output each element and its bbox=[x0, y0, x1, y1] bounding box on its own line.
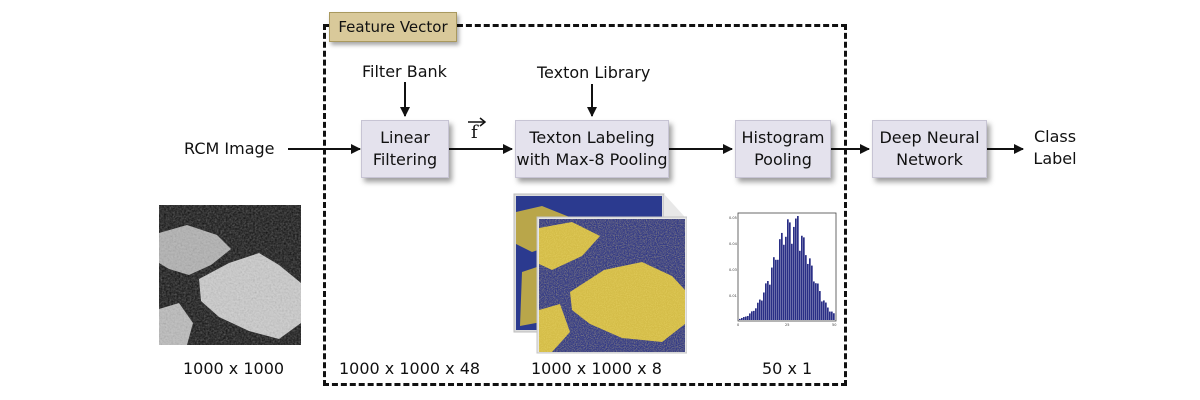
histogram-bar bbox=[779, 239, 781, 320]
histogram-bar bbox=[831, 311, 833, 320]
histogram-bar bbox=[763, 292, 765, 320]
histogram-bar bbox=[819, 291, 821, 320]
hist-x-tick: 0 bbox=[737, 323, 739, 327]
histogram-bar bbox=[793, 226, 795, 320]
histogram-bar bbox=[829, 311, 831, 320]
histogram-bar bbox=[777, 259, 779, 320]
linear-filtering-box: Linear Filtering bbox=[361, 120, 449, 178]
histogram-bar bbox=[825, 302, 827, 320]
texton-map-stack bbox=[513, 193, 687, 354]
histogram-bar bbox=[739, 318, 741, 320]
histogram-bar bbox=[809, 258, 811, 320]
hist-x-tick: 50 bbox=[832, 323, 836, 327]
histogram-bar bbox=[803, 237, 805, 320]
hist-x-tick: 25 bbox=[785, 323, 789, 327]
f-vector-letter: f bbox=[471, 122, 478, 143]
histogram-bar bbox=[789, 222, 791, 320]
histogram-bar bbox=[815, 283, 817, 320]
histogram-bar bbox=[781, 232, 783, 320]
histogram-bar bbox=[797, 216, 799, 320]
histogram-bar bbox=[799, 250, 801, 320]
histogram-bar bbox=[759, 299, 761, 320]
rcm-image-label: RCM Image bbox=[184, 139, 275, 158]
histogram-bar bbox=[787, 219, 789, 320]
texton-labeling-box: Texton Labeling with Max-8 Pooling bbox=[515, 120, 669, 178]
histogram-bar bbox=[775, 259, 777, 320]
histogram-bar bbox=[749, 313, 751, 320]
histogram-bar bbox=[767, 281, 769, 320]
histogram-bar bbox=[747, 315, 749, 320]
histogram-dimension-label: 50 x 1 bbox=[762, 359, 813, 378]
histogram-bars bbox=[739, 216, 835, 320]
histogram-bar bbox=[757, 302, 759, 320]
histogram-bar bbox=[827, 307, 829, 320]
class-label-output: Class Label bbox=[1033, 127, 1077, 168]
histogram-bar bbox=[795, 218, 797, 320]
histogram-bar bbox=[823, 300, 825, 320]
hist-y-tick: 0.03 bbox=[729, 268, 737, 272]
histogram-bar bbox=[741, 317, 743, 320]
histogram-bar bbox=[811, 265, 813, 320]
histogram-bar bbox=[765, 283, 767, 320]
feature-vector-frame bbox=[323, 24, 847, 386]
vector-arrow-icon bbox=[468, 117, 487, 127]
histogram-bar bbox=[755, 308, 757, 320]
histogram-bar bbox=[761, 300, 763, 320]
histogram-bar bbox=[817, 283, 819, 320]
histogram-bar bbox=[745, 316, 747, 320]
filter-bank-label: Filter Bank bbox=[362, 62, 447, 81]
image-dimension-label: 1000 x 1000 bbox=[183, 359, 285, 378]
rcm-image-thumbnail bbox=[159, 205, 301, 345]
histogram-bar bbox=[769, 284, 771, 320]
histogram-bar bbox=[751, 311, 753, 320]
histogram-bar bbox=[773, 257, 775, 320]
histogram-bar bbox=[801, 235, 803, 320]
histogram-bar bbox=[785, 236, 787, 320]
histogram-bar bbox=[833, 313, 835, 320]
histogram-bar bbox=[813, 281, 815, 320]
histogram-bar bbox=[807, 263, 809, 320]
histogram-bar bbox=[783, 244, 785, 320]
f-vector-symbol: f bbox=[466, 116, 488, 146]
hist-y-tick: 0.01 bbox=[729, 294, 737, 298]
texton-map-dimension-label: 1000 x 1000 x 8 bbox=[531, 359, 662, 378]
deep-neural-network-box: Deep Neural Network bbox=[872, 120, 987, 178]
histogram-thumbnail: 0.05 0.04 0.03 0.01 0 25 50 bbox=[728, 205, 840, 330]
hist-y-tick: 0.05 bbox=[729, 216, 737, 220]
histogram-bar bbox=[743, 317, 745, 320]
histogram-bar bbox=[753, 310, 755, 320]
feature-vector-label: Feature Vector bbox=[329, 12, 457, 42]
hist-y-tick: 0.04 bbox=[729, 242, 738, 246]
histogram-bar bbox=[821, 301, 823, 320]
histogram-pooling-box: Histogram Pooling bbox=[735, 120, 831, 178]
texton-library-label: Texton Library bbox=[537, 63, 651, 82]
histogram-bar bbox=[791, 243, 793, 320]
filter-response-dimension-label: 1000 x 1000 x 48 bbox=[339, 359, 481, 378]
histogram-bar bbox=[771, 267, 773, 320]
histogram-bar bbox=[805, 255, 807, 320]
